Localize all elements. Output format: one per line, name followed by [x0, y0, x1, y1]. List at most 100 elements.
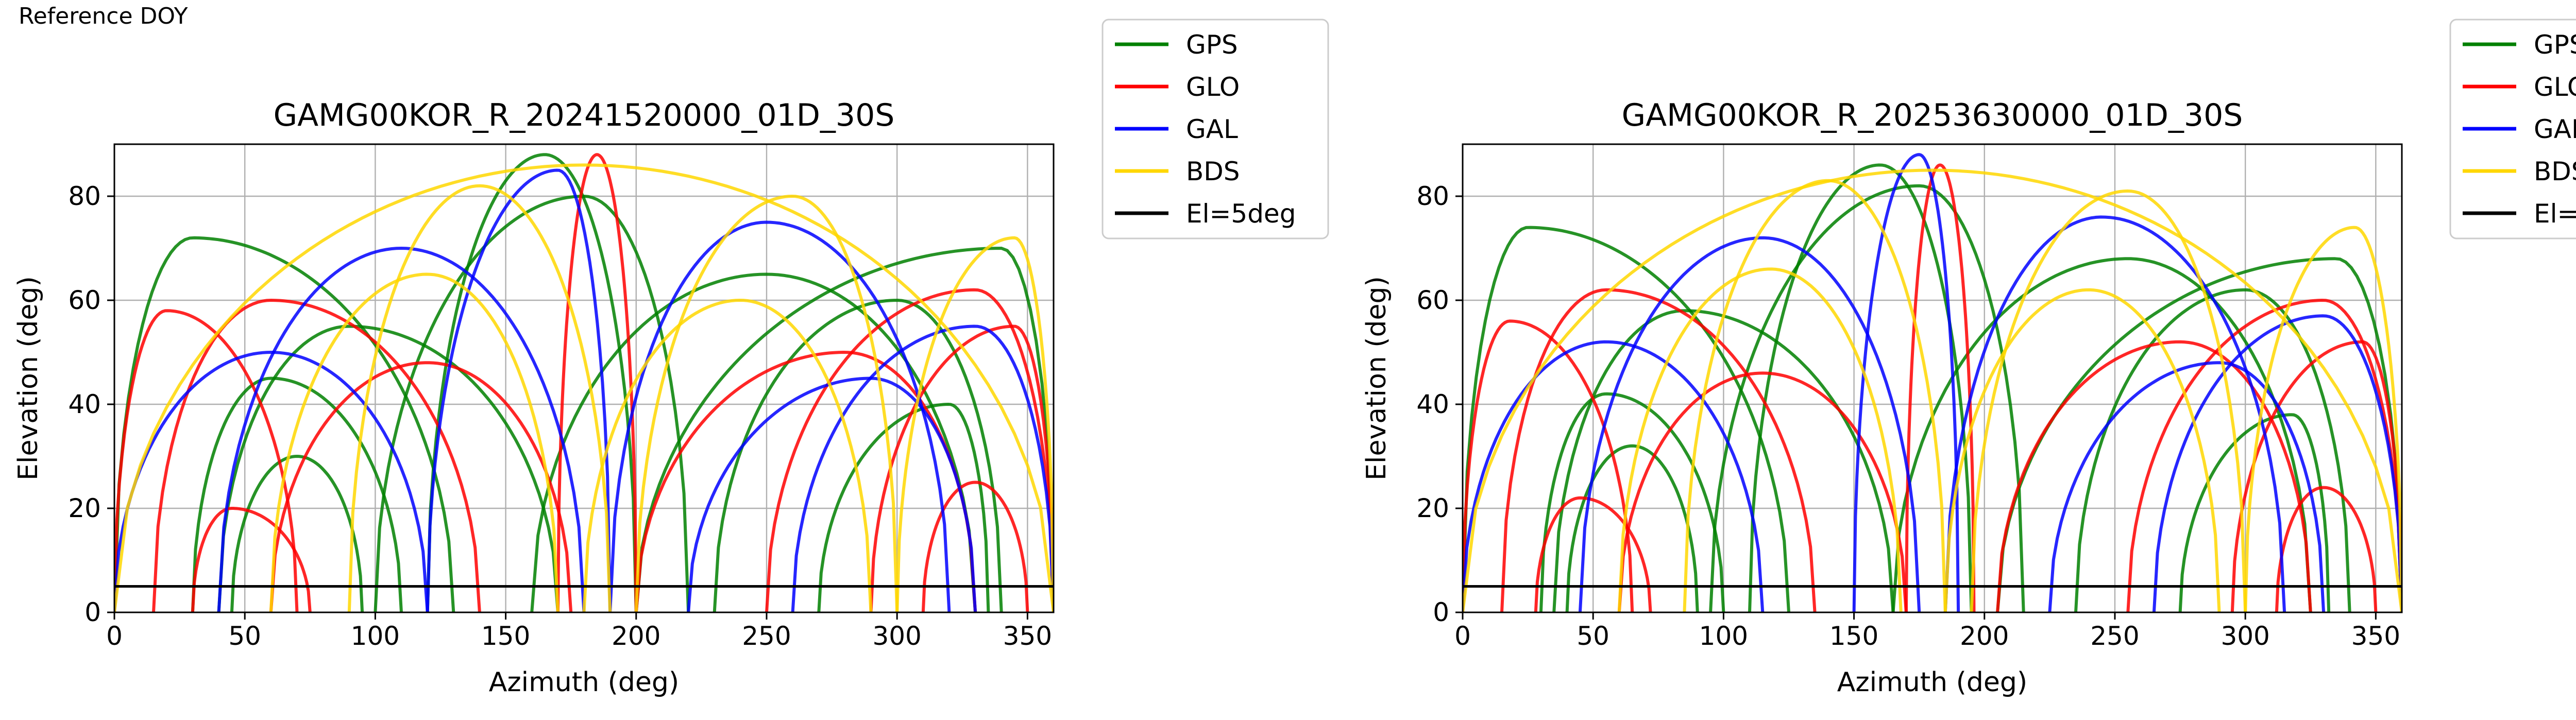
satellite-track-glo — [2126, 298, 2402, 612]
y-tick-label: 40 — [68, 389, 101, 419]
satellite-track-glo — [269, 361, 573, 612]
legend-label: El=5deg — [1186, 199, 1296, 229]
legend-label: GPS — [2534, 30, 2576, 60]
chart-title: GAMG00KOR_R_20253630000_01D_30S — [1622, 97, 2243, 133]
satellite-track-gps — [530, 272, 977, 612]
satellite-track-bds — [1970, 189, 2247, 612]
satellite-track-glo — [1534, 496, 1652, 612]
x-axis-label: Azimuth (deg) — [1837, 667, 2027, 698]
satellite-track-bds — [1943, 288, 2221, 612]
satellite-track-gps — [1709, 184, 2025, 612]
y-tick-label: 0 — [1433, 597, 1449, 627]
x-tick-label: 100 — [1699, 621, 1748, 651]
x-tick-label: 0 — [106, 621, 123, 651]
satellite-track-gps — [1463, 226, 1790, 612]
satellite-track-gal — [217, 246, 586, 612]
satellite-track-bds — [114, 163, 1054, 612]
chart-title: GAMG00KOR_R_20241520000_01D_30S — [274, 97, 895, 133]
satellite-track-bds — [1463, 168, 2402, 612]
satellite-track-bds — [895, 236, 1054, 612]
legend-label: GAL — [1186, 114, 1238, 144]
legend-label: El=5deg — [2534, 199, 2576, 229]
x-tick-label: 300 — [2221, 621, 2269, 651]
x-tick-label: 250 — [2090, 621, 2139, 651]
satellite-track-bds — [1617, 267, 1903, 612]
series-bds — [114, 163, 1054, 612]
y-axis-label: Elevation (deg) — [13, 276, 44, 481]
y-axis-label: Elevation (deg) — [1361, 276, 1392, 481]
satellite-track-glo — [1996, 340, 2312, 612]
chart-panel-left: 0 50 100 150 200 250 300 350 0 20 40 60 80 GAMG00KOR_… — [13, 19, 1329, 698]
satellite-track-bds — [347, 184, 612, 612]
satellite-track-gps — [374, 194, 690, 612]
series-gal — [114, 168, 1054, 612]
satellite-track-glo — [556, 153, 638, 612]
x-tick-label: 200 — [1960, 621, 2009, 651]
satellite-track-glo — [1904, 163, 1976, 612]
legend-box — [1101, 19, 1329, 239]
satellite-track-gal — [426, 168, 612, 612]
satellite-track-gal — [687, 376, 977, 612]
satellite-track-gps — [191, 376, 403, 612]
x-tick-label: 250 — [742, 621, 791, 651]
plot-frame — [113, 143, 1055, 613]
satellite-track-glo — [114, 309, 299, 612]
satellite-track-gal — [1463, 340, 1765, 612]
legend: GPS GLO GAL BDS El=5deg — [2449, 19, 2576, 239]
satellite-track-glo — [1500, 288, 1817, 612]
satellite-track-bds — [2244, 226, 2402, 612]
x-tick-label: 150 — [481, 621, 530, 651]
x-tick-label: 100 — [351, 621, 400, 651]
legend-label: BDS — [2534, 157, 2576, 186]
series-bds — [1463, 168, 2402, 612]
series-glo — [1463, 163, 2402, 612]
y-tick-label: 80 — [68, 181, 101, 211]
satellite-track-glo — [765, 288, 1054, 612]
y-tick-label: 20 — [1416, 493, 1449, 523]
y-tick-label: 60 — [1416, 285, 1449, 315]
satellite-track-gps — [114, 236, 455, 612]
satellite-track-gal — [1943, 215, 2286, 612]
satellite-track-bds — [269, 272, 560, 612]
satellite-track-gps — [817, 402, 990, 612]
series-gal — [1463, 153, 2402, 612]
y-tick-label: 40 — [1416, 389, 1449, 419]
satellite-track-gal — [1578, 236, 1921, 612]
y-tick-label: 20 — [68, 493, 101, 523]
legend-label: GLO — [1186, 72, 1240, 102]
legend: GPS GLO GAL BDS El=5deg — [1101, 19, 1329, 239]
satellite-track-glo — [152, 298, 481, 612]
satellite-track-gal — [1852, 153, 1960, 612]
series-gps — [1463, 163, 2402, 612]
satellite-track-gal — [791, 324, 1054, 612]
y-tick-label: 60 — [68, 285, 101, 315]
y-tick-label: 0 — [84, 597, 101, 627]
x-tick-label: 350 — [1003, 621, 1052, 651]
legend-label: GLO — [2534, 72, 2576, 102]
satellite-track-gps — [713, 298, 1003, 612]
satellite-track-gps — [1996, 257, 2402, 612]
x-tick-label: 150 — [1829, 621, 1878, 651]
x-tick-label: 50 — [228, 621, 261, 651]
x-tick-label: 350 — [2351, 621, 2400, 651]
satellite-track-gps — [1748, 163, 1973, 612]
satellite-track-gal — [2152, 314, 2402, 612]
legend-label: GPS — [1186, 30, 1238, 60]
satellite-tracks — [114, 153, 1054, 612]
satellite-track-bds — [582, 298, 873, 612]
satellite-track-gps — [1891, 257, 2312, 612]
satellite-track-gps — [1565, 444, 1699, 612]
satellite-tracks — [1463, 153, 2402, 612]
satellite-track-gal — [2048, 361, 2326, 612]
y-tick-label: 80 — [1416, 181, 1449, 211]
chart-panel-right: 0 50 100 150 200 250 300 350 0 20 40 60 80 GAMG00KOR_… — [1361, 19, 2576, 698]
x-tick-label: 200 — [612, 621, 660, 651]
legend-label: GAL — [2534, 114, 2576, 144]
legend-label: BDS — [1186, 157, 1240, 186]
satellite-track-glo — [921, 481, 1029, 612]
satellite-track-gps — [2178, 413, 2331, 612]
reference-doy-label: Reference DOY — [19, 3, 188, 29]
x-axis-label: Azimuth (deg) — [489, 667, 679, 698]
satellite-track-glo — [2275, 486, 2378, 612]
